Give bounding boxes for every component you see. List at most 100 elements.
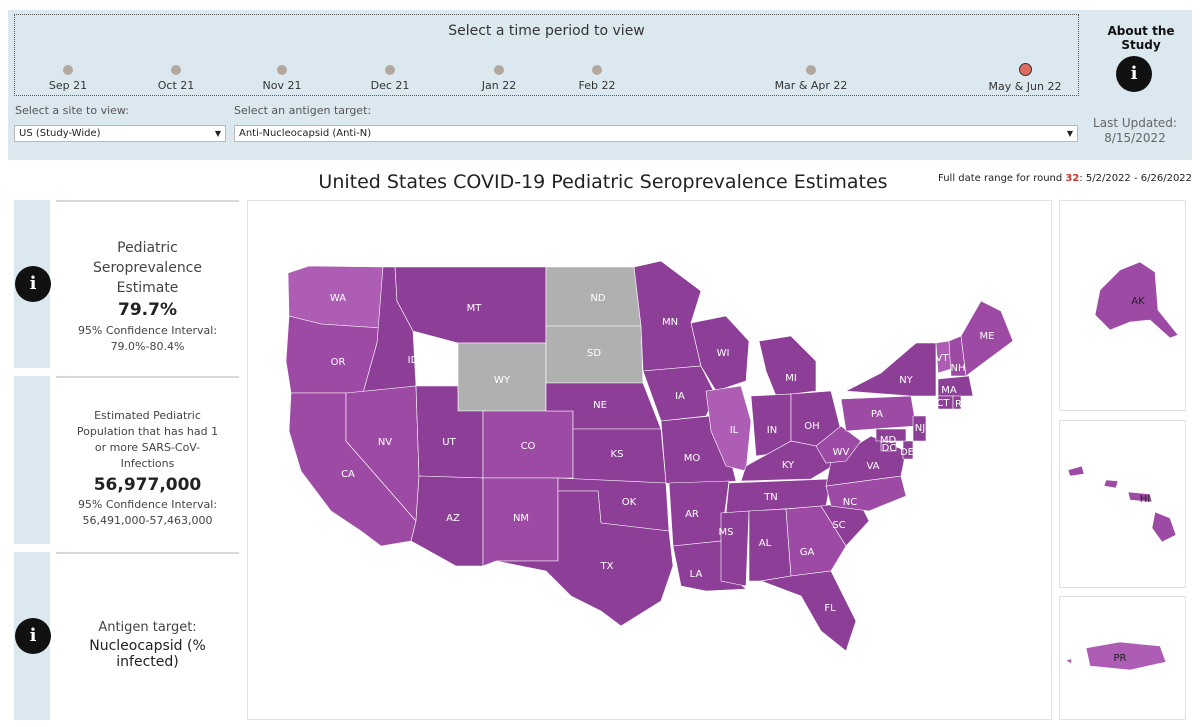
state-label-al: AL <box>759 538 772 549</box>
state-hi[interactable] <box>1067 465 1085 477</box>
state-dc[interactable] <box>880 441 897 452</box>
estimate-value: 79.7% <box>118 300 177 320</box>
period-oct21[interactable]: Oct 21 <box>116 65 236 92</box>
state-label-nv: NV <box>378 437 392 448</box>
period-dot[interactable] <box>385 65 395 75</box>
state-wv[interactable] <box>815 425 862 464</box>
state-de[interactable] <box>902 440 914 460</box>
state-label-wa: WA <box>330 293 346 304</box>
state-tx[interactable] <box>495 490 674 627</box>
state-label-ak: AK <box>1131 296 1145 307</box>
period-feb22[interactable]: Feb 22 <box>537 65 657 92</box>
state-ms[interactable] <box>720 510 750 587</box>
left-strip <box>14 376 50 544</box>
state-label-ga: GA <box>800 547 815 558</box>
alaska-inset: AK <box>1059 200 1186 411</box>
state-label-oh: OH <box>804 421 819 432</box>
state-label-tx: TX <box>600 561 614 572</box>
state-label-ms: MS <box>719 527 734 538</box>
state-label-la: LA <box>690 569 703 580</box>
us-map-panel: WA OR CA ID NV MT WY UT AZ CO NM ND SD NE KS OK TX MN IA MO… <box>247 200 1052 720</box>
state-label-in: IN <box>767 425 777 436</box>
period-dot[interactable] <box>277 65 287 75</box>
state-label-sc: SC <box>832 520 845 531</box>
state-label-ct: CT <box>936 398 950 409</box>
state-fl[interactable] <box>759 570 857 652</box>
state-label-mo: MO <box>684 453 701 464</box>
seroprevalence-panel: Pediatric Seroprevalence Estimate 79.7% … <box>56 200 239 368</box>
population-panel: Estimated Pediatric Population that has … <box>56 376 239 544</box>
state-label-co: CO <box>521 441 536 452</box>
state-ny[interactable] <box>844 342 937 397</box>
antigen-panel: Antigen target: Nucleocapsid (% infected… <box>56 552 239 720</box>
period-dot[interactable] <box>592 65 602 75</box>
state-label-ca: CA <box>341 469 355 480</box>
state-label-ar: AR <box>685 509 699 520</box>
time-period-selector: Select a time period to view Sep 21 Oct … <box>14 14 1079 96</box>
period-jan22[interactable]: Jan 22 <box>439 65 559 92</box>
hawaii-map: HI <box>1067 465 1177 543</box>
period-mar-apr22[interactable]: Mar & Apr 22 <box>751 65 871 92</box>
state-nj[interactable] <box>912 415 927 442</box>
state-label-wv: WV <box>833 447 850 458</box>
state-ma[interactable] <box>937 375 974 397</box>
state-label-nd: ND <box>590 293 605 304</box>
antigen-panel-value: Nucleocapsid (% infected) <box>89 638 206 670</box>
state-label-mt: MT <box>467 303 483 314</box>
state-label-tn: TN <box>763 492 778 503</box>
state-label-wi: WI <box>717 348 730 359</box>
state-label-ut: UT <box>442 437 456 448</box>
antigen-panel-label: Antigen target: <box>98 620 197 635</box>
population-value: 56,977,000 <box>93 475 202 495</box>
state-ri[interactable] <box>952 395 962 410</box>
state-ga[interactable] <box>785 505 847 577</box>
state-pr[interactable] <box>1065 658 1073 665</box>
state-label-ri: RI <box>955 399 965 410</box>
state-label-va: VA <box>866 461 879 472</box>
state-mn[interactable] <box>633 260 702 372</box>
state-label-sd: SD <box>587 348 601 359</box>
period-dec21[interactable]: Dec 21 <box>330 65 450 92</box>
state-label-or: OR <box>331 357 346 368</box>
state-label-md: MD <box>880 435 897 446</box>
estimate-heading: Pediatric Seroprevalence Estimate <box>92 240 202 296</box>
state-pr[interactable] <box>1085 641 1167 671</box>
info-icon[interactable]: i <box>1116 56 1152 92</box>
state-hi[interactable] <box>1103 479 1119 489</box>
state-label-ks: KS <box>611 449 624 460</box>
state-md[interactable] <box>875 428 907 442</box>
antigen-select[interactable]: Anti-Nucleocapsid (Anti-N) ▼ <box>234 125 1078 142</box>
state-label-az: AZ <box>446 513 460 524</box>
info-icon[interactable]: i <box>15 266 51 302</box>
site-select[interactable]: US (Study-Wide) ▼ <box>14 125 226 142</box>
state-label-il: IL <box>730 425 739 436</box>
timeline-title: Select a time period to view <box>448 23 645 39</box>
state-mi[interactable] <box>758 335 817 397</box>
state-label-nc: NC <box>843 497 857 508</box>
period-dot-selected[interactable] <box>1018 63 1032 76</box>
period-may-jun22[interactable]: May & Jun 22 <box>965 63 1085 93</box>
state-wi[interactable] <box>690 315 750 392</box>
last-updated: Last Updated: 8/15/2022 <box>1093 116 1177 145</box>
state-label-ne: NE <box>593 400 607 411</box>
state-hi[interactable] <box>1151 511 1177 543</box>
state-label-ny: NY <box>899 375 913 386</box>
population-heading: Estimated Pediatric Population that has … <box>76 409 219 470</box>
state-ak[interactable] <box>1094 261 1179 339</box>
state-label-ok: OK <box>622 497 637 508</box>
state-label-hi: HI <box>1140 494 1150 505</box>
state-label-ma: MA <box>941 385 957 396</box>
period-sep21[interactable]: Sep 21 <box>8 65 128 92</box>
period-dot[interactable] <box>171 65 181 75</box>
population-ci-label: 95% Confidence Interval: <box>77 498 218 511</box>
period-dot[interactable] <box>494 65 504 75</box>
period-nov21[interactable]: Nov 21 <box>222 65 342 92</box>
puerto-rico-inset: PR <box>1059 596 1186 720</box>
info-icon[interactable]: i <box>15 618 51 654</box>
state-label-pa: PA <box>871 409 883 420</box>
estimate-ci-label: 95% Confidence Interval: <box>77 324 218 337</box>
period-dot[interactable] <box>806 65 816 75</box>
state-hi[interactable] <box>1127 491 1153 503</box>
state-label-me: ME <box>980 331 995 342</box>
period-dot[interactable] <box>63 65 73 75</box>
